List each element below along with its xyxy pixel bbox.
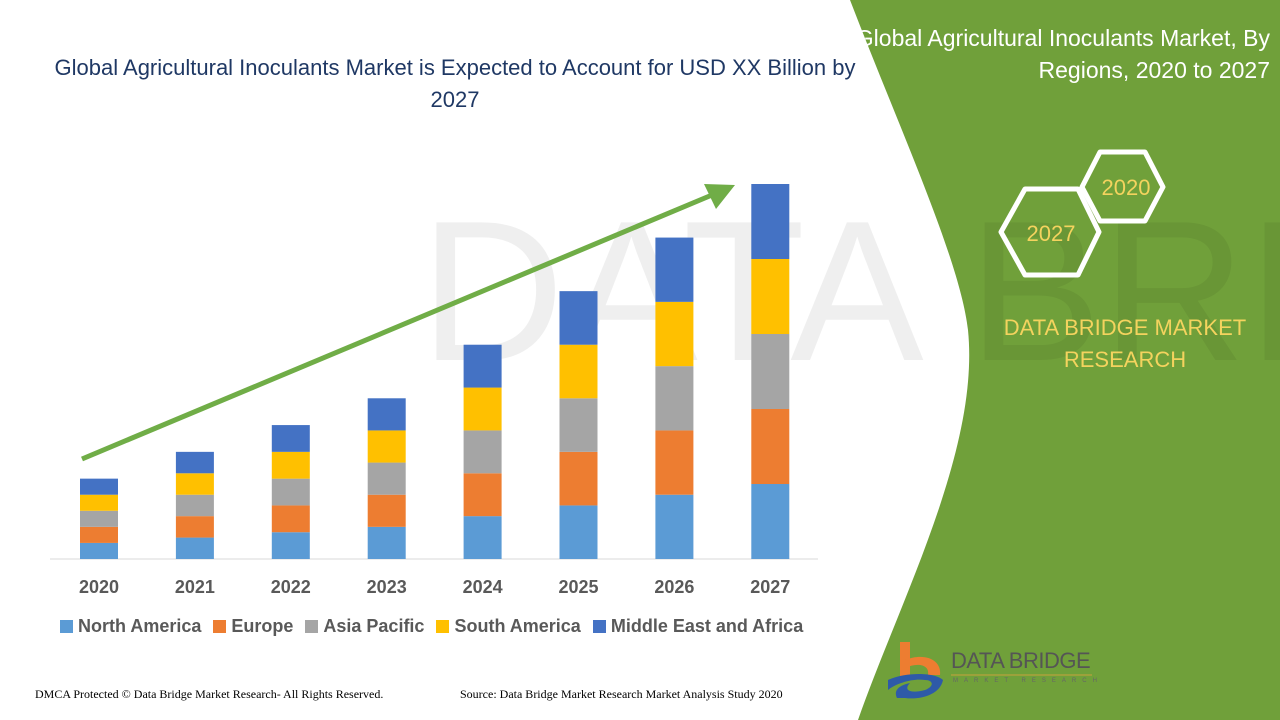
brand-name: DATA BRIDGE MARKET RESEARCH xyxy=(1003,315,1247,372)
bar-2025-middle-east-and-africa xyxy=(559,291,598,345)
legend-label: North America xyxy=(78,616,202,636)
hex-2020 xyxy=(1079,149,1166,224)
bar-2023-europe xyxy=(367,494,406,527)
bar-2022-europe xyxy=(271,505,310,533)
bar-2027-europe xyxy=(751,409,790,484)
chart-title: Global Agricultural Inoculants Market is… xyxy=(54,55,856,112)
bar-2027-north-america xyxy=(751,484,790,559)
legend-swatch xyxy=(436,620,450,633)
x-tick-label: 2025 xyxy=(558,577,598,597)
hex-2020-label: 2020 xyxy=(1102,175,1151,200)
logo-name: DATA BRIDGE xyxy=(951,648,1091,673)
bar-2023-middle-east-and-africa xyxy=(367,398,406,431)
legend-item: Europe xyxy=(213,616,293,637)
legend-swatch xyxy=(213,620,227,633)
bar-2021-middle-east-and-africa xyxy=(175,451,214,474)
bar-2023-south-america xyxy=(367,430,406,463)
legend-item: Asia Pacific xyxy=(305,616,424,637)
trend-arrow xyxy=(81,184,735,462)
logo-subtitle: MARKET RESEARCH xyxy=(953,678,1103,684)
side-panel xyxy=(850,0,1280,720)
bar-2025-asia-pacific xyxy=(559,398,598,452)
legend: North America Europe Asia Pacific South Ame… xyxy=(60,616,803,637)
hex-2027-label: 2027 xyxy=(1027,221,1076,246)
legend-swatch xyxy=(592,620,606,633)
bar-2020-europe xyxy=(80,526,118,543)
legend-item: North America xyxy=(60,616,201,637)
x-tick-label: 2021 xyxy=(175,577,215,597)
bar-2022-south-america xyxy=(271,451,310,479)
bar-2026-north-america xyxy=(655,494,694,559)
logo-icon xyxy=(888,642,943,699)
legend-label: Asia Pacific xyxy=(323,616,425,636)
bar-2022-asia-pacific xyxy=(271,478,310,506)
bar-2023-north-america xyxy=(367,526,406,559)
bar-2021-europe xyxy=(175,516,214,538)
legend-label: South America xyxy=(454,616,581,636)
legend-item: South America xyxy=(436,616,581,637)
bar-2025-south-america xyxy=(559,344,598,399)
bar-2021-asia-pacific xyxy=(175,494,214,517)
bar-2026-asia-pacific xyxy=(655,366,694,431)
bar-2024-north-america xyxy=(463,516,502,559)
bar-2024-middle-east-and-africa xyxy=(463,344,502,388)
bar-2024-south-america xyxy=(463,387,502,431)
footer-source: Source: Data Bridge Market Research Mark… xyxy=(460,687,783,701)
x-tick-label: 2022 xyxy=(271,577,311,597)
bar-2021-north-america xyxy=(175,537,214,559)
x-tick-label: 2023 xyxy=(367,577,407,597)
bar-2024-asia-pacific xyxy=(463,430,502,474)
bar-2021-south-america xyxy=(175,473,214,495)
x-tick-label: 2026 xyxy=(654,577,694,597)
bar-2026-middle-east-and-africa xyxy=(655,237,694,302)
bar-2020-south-america xyxy=(80,494,118,511)
bar-2023-asia-pacific xyxy=(367,462,406,495)
bar-2022-middle-east-and-africa xyxy=(271,425,310,452)
bar-2022-north-america xyxy=(271,532,310,559)
side-panel-title: Global Agricultural Inoculants Market, B… xyxy=(855,25,1270,83)
bar-2026-south-america xyxy=(655,301,694,367)
legend-label: Europe xyxy=(231,616,294,636)
bar-2024-europe xyxy=(463,473,502,517)
bar-2020-north-america xyxy=(80,542,118,559)
x-tick-label: 2027 xyxy=(750,577,790,597)
x-tick-label: 2020 xyxy=(79,577,119,597)
bar-2025-europe xyxy=(559,451,598,506)
bar-2025-north-america xyxy=(559,505,598,559)
legend-swatch xyxy=(60,620,73,633)
bar-2027-asia-pacific xyxy=(751,334,790,409)
bar-2027-south-america xyxy=(751,259,790,334)
bar-2020-asia-pacific xyxy=(80,510,118,527)
bar-2027-middle-east-and-africa xyxy=(751,184,790,259)
legend-swatch xyxy=(305,620,319,633)
footer-copyright: DMCA Protected © Data Bridge Market Rese… xyxy=(35,687,384,701)
x-tick-label: 2024 xyxy=(463,577,503,597)
bar-2020-middle-east-and-africa xyxy=(80,478,118,495)
legend-label: Middle East and Africa xyxy=(610,616,804,636)
hex-2027 xyxy=(998,186,1102,278)
bar-2026-europe xyxy=(655,430,694,495)
legend-item: Middle East and Africa xyxy=(592,616,804,637)
